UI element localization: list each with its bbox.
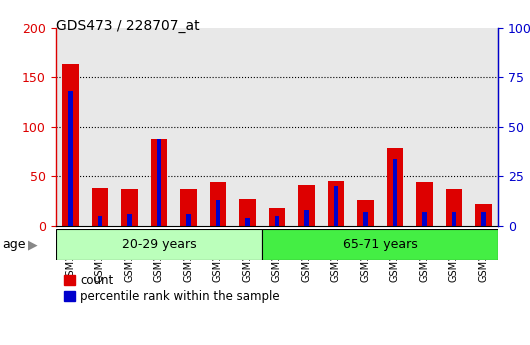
Bar xyxy=(351,28,380,226)
Bar xyxy=(210,182,226,226)
Bar xyxy=(56,28,85,226)
Bar xyxy=(92,188,108,226)
Bar xyxy=(203,28,233,226)
Bar xyxy=(127,214,131,226)
Bar xyxy=(98,216,102,226)
Text: GDS473 / 228707_at: GDS473 / 228707_at xyxy=(56,19,199,33)
Legend: count, percentile rank within the sample: count, percentile rank within the sample xyxy=(61,272,282,306)
Bar xyxy=(321,28,351,226)
Bar xyxy=(439,28,469,226)
Bar xyxy=(262,28,292,226)
Bar xyxy=(157,139,161,226)
Bar xyxy=(328,181,344,226)
Bar xyxy=(417,182,432,226)
Bar xyxy=(85,28,114,226)
Bar xyxy=(151,139,167,226)
Bar xyxy=(233,28,262,226)
Bar xyxy=(262,229,498,260)
Bar xyxy=(68,91,73,226)
Bar xyxy=(393,159,397,226)
Bar xyxy=(121,189,137,226)
Bar xyxy=(56,229,262,260)
Text: 20-29 years: 20-29 years xyxy=(121,238,196,252)
Bar xyxy=(475,204,491,226)
Bar xyxy=(269,208,285,226)
Bar xyxy=(387,148,403,226)
Bar xyxy=(363,212,368,226)
Bar xyxy=(422,212,427,226)
Bar xyxy=(114,28,144,226)
Bar xyxy=(334,186,338,226)
Bar xyxy=(63,64,78,226)
Bar xyxy=(304,210,308,226)
Text: 65-71 years: 65-71 years xyxy=(343,238,418,252)
Bar xyxy=(144,28,174,226)
Bar xyxy=(481,212,485,226)
Bar xyxy=(186,214,191,226)
Bar xyxy=(410,28,439,226)
Bar xyxy=(357,200,374,226)
Bar xyxy=(180,189,197,226)
Bar xyxy=(469,28,498,226)
Bar xyxy=(216,200,220,226)
Bar xyxy=(298,185,314,226)
Bar xyxy=(452,212,456,226)
Text: ▶: ▶ xyxy=(28,238,37,252)
Text: age: age xyxy=(3,238,26,252)
Bar xyxy=(292,28,321,226)
Bar xyxy=(380,28,410,226)
Bar xyxy=(245,218,250,226)
Bar xyxy=(240,199,255,226)
Bar xyxy=(275,216,279,226)
Bar xyxy=(174,28,203,226)
Bar xyxy=(446,189,462,226)
